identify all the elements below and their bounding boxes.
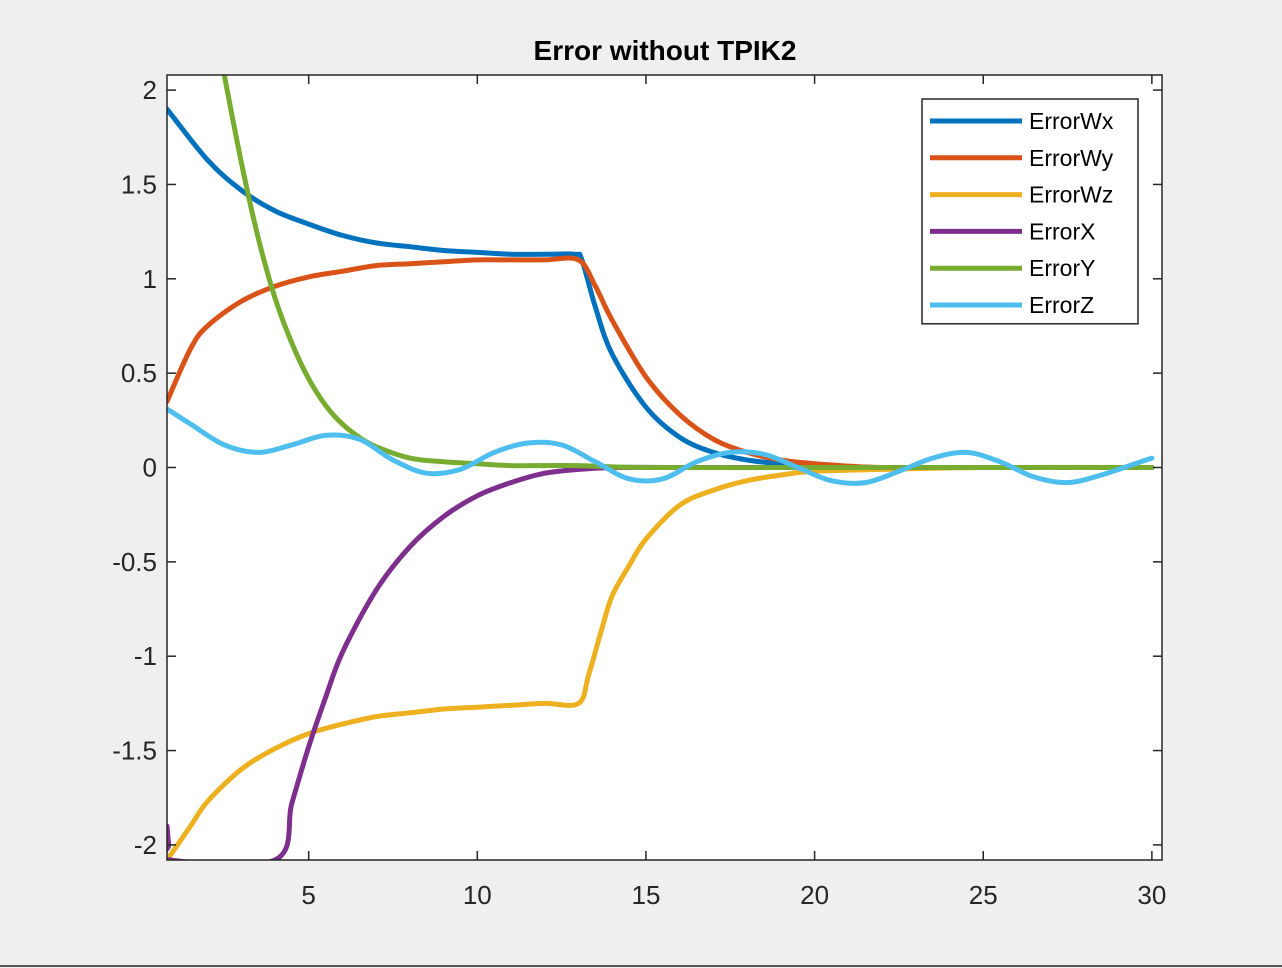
legend-label-errorx: ErrorX: [1029, 218, 1095, 244]
y-tick-label: -0.5: [112, 547, 157, 577]
tick-layer: 5 10 15 20 25 30 2 1.5 1 0.5 0 -0.5 -1 -1.5 -2: [112, 75, 1166, 910]
x-tick-label: 25: [969, 880, 998, 910]
x-tick-label: 5: [301, 880, 315, 910]
y-tick-label: -1.5: [112, 736, 157, 766]
x-tick-label: 20: [800, 880, 829, 910]
legend-label-errorz: ErrorZ: [1029, 292, 1094, 318]
y-tick-label: -2: [134, 830, 157, 860]
x-tick-label: 15: [631, 880, 660, 910]
y-tick-label: 0: [143, 453, 157, 483]
series-line-errory: [221, 75, 1155, 471]
legend[interactable]: ErrorWx ErrorWy ErrorWz ErrorX ErrorY ErrorZ: [921, 98, 1139, 325]
series-line-errorz: [167, 406, 1155, 486]
legend-label-errorwy: ErrorWy: [1029, 145, 1114, 171]
y-tick-label: 1.5: [121, 169, 157, 199]
series-line-errorwy: [167, 255, 1155, 471]
series-layer: [167, 75, 1155, 860]
x-tick-label: 10: [463, 880, 492, 910]
legend-label-errory: ErrorY: [1029, 255, 1095, 281]
y-tick-label: 0.5: [121, 358, 157, 388]
legend-label-errorwz: ErrorWz: [1029, 182, 1113, 208]
y-tick-label: -1: [134, 641, 157, 671]
y-tick-label: 2: [143, 75, 157, 105]
x-tick-label: 30: [1137, 880, 1166, 910]
y-tick-label: 1: [143, 264, 157, 294]
series-line-errorwz: [167, 464, 1155, 860]
legend-label-errorwx: ErrorWx: [1029, 108, 1114, 134]
chart-title: Error without TPIK2: [534, 35, 797, 66]
legend-box: [921, 98, 1139, 325]
